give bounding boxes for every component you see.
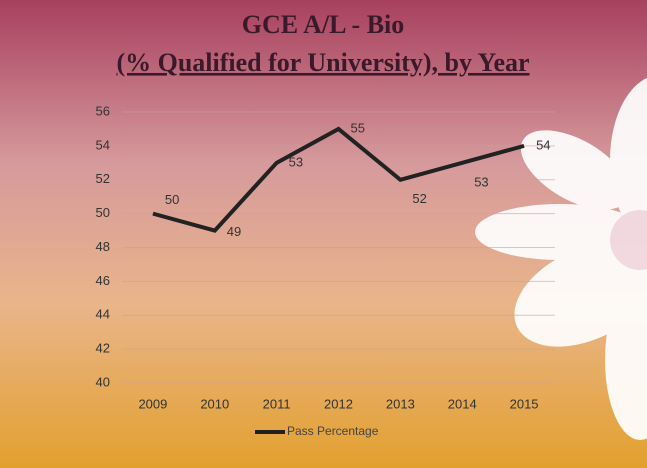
data-label: 49 (227, 224, 241, 239)
legend-label: Pass Percentage (287, 424, 379, 438)
data-label: 50 (165, 192, 179, 207)
x-tick-label: 2014 (448, 396, 477, 411)
x-tick-label: 2011 (263, 396, 291, 411)
y-tick-label: 52 (96, 171, 110, 186)
y-tick-label: 44 (96, 307, 110, 322)
data-line (152, 126, 525, 233)
y-tick-label: 48 (96, 239, 110, 254)
data-label: 53 (289, 154, 303, 169)
x-tick-label: 2015 (510, 396, 539, 411)
chart-subtitle: (% Qualified for University), by Year (116, 48, 529, 77)
chart-title: GCE A/L - Bio (242, 10, 405, 39)
flower-decoration (475, 77, 647, 440)
data-label: 52 (412, 191, 426, 206)
x-tick-label: 2010 (200, 396, 229, 411)
x-tick-label: 2009 (138, 396, 167, 411)
y-tick-label: 46 (96, 273, 110, 288)
x-tick-label: 2013 (386, 396, 415, 411)
data-label: 54 (536, 137, 550, 152)
y-tick-label: 50 (96, 205, 110, 220)
y-tick-label: 54 (96, 137, 110, 152)
x-tick-label: 2012 (324, 396, 353, 411)
y-tick-label: 56 (96, 103, 110, 118)
data-label: 53 (474, 174, 488, 189)
y-tick-label: 42 (96, 341, 110, 356)
data-label: 55 (351, 120, 365, 135)
y-tick-label: 40 (96, 374, 110, 389)
